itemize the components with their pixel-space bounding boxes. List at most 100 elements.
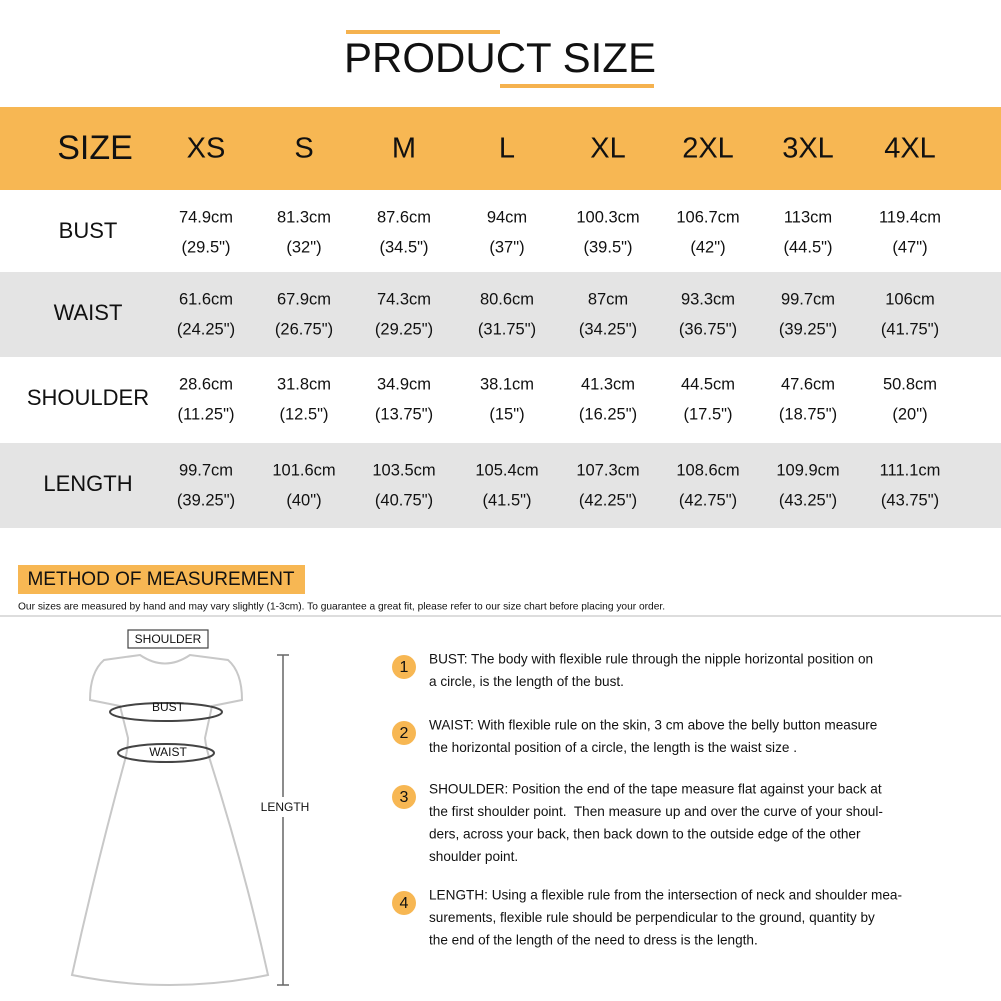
step-number: 1 [400,659,409,676]
cell-cm: 87.6cm [377,208,431,226]
step-number: 4 [400,895,409,912]
cell-inch: (42.75") [679,491,737,509]
diagram-label: BUST [152,700,185,714]
cell-inch: (29.5") [182,238,231,256]
cell-inch: (15") [489,405,524,423]
shoulder-box [127,629,209,649]
header-band [0,107,1001,190]
column-header: 2XL [682,133,734,165]
step-text: the end of the length of the need to dre… [429,933,758,948]
cell-cm: 31.8cm [277,375,331,393]
column-header: M [392,133,416,165]
step-text: BUST: The body with flexible rule throug… [429,652,873,667]
cell-inch: (12.5") [280,405,329,423]
cell-cm: 67.9cm [277,290,331,308]
step-text: WAIST: With flexible rule on the skin, 3… [429,718,877,733]
column-header: 4XL [884,133,936,165]
cell-cm: 106.7cm [676,208,739,226]
cell-inch: (42.25") [579,491,637,509]
step-number: 2 [400,725,409,742]
cell-inch: (18.75") [779,405,837,423]
cell-cm: 74.3cm [377,290,431,308]
step-text: ders, across your back, then back down t… [429,827,861,842]
cell-cm: 41.3cm [581,375,635,393]
cell-cm: 101.6cm [272,461,335,479]
cell-cm: 50.8cm [883,375,937,393]
cell-inch: (39.25") [779,320,837,338]
section-title: METHOD OF MEASUREMENT [27,569,294,590]
cell-inch: (43.75") [881,491,939,509]
cell-cm: 99.7cm [179,461,233,479]
step-text: the first shoulder point. Then measure u… [429,804,883,819]
column-header: SIZE [57,129,133,167]
waist-measure [117,743,215,763]
step-number: 3 [400,789,409,806]
column-header: L [499,133,515,165]
cell-inch: (34.25") [579,320,637,338]
cell-inch: (17.5") [684,405,733,423]
bust-measure [109,702,223,722]
length-label-bg [258,797,310,817]
cell-inch: (37") [489,238,524,256]
step-badge [392,655,416,679]
cell-cm: 47.6cm [781,375,835,393]
cell-inch: (32") [286,238,321,256]
cell-cm: 100.3cm [576,208,639,226]
cell-inch: (47") [892,238,927,256]
diagram-label: SHOULDER [135,632,202,646]
cell-inch: (36.75") [679,320,737,338]
column-header: S [294,133,313,165]
cell-inch: (24.25") [177,320,235,338]
cell-inch: (34.5") [380,238,429,256]
cell-cm: 108.6cm [676,461,739,479]
column-header: XL [590,133,625,165]
cell-inch: (20") [892,405,927,423]
cell-inch: (43.25") [779,491,837,509]
cell-cm: 28.6cm [179,375,233,393]
cell-cm: 119.4cm [879,208,941,226]
cell-cm: 106cm [885,290,935,308]
step-badge [392,721,416,745]
cell-inch: (11.25") [178,405,235,423]
cell-cm: 99.7cm [781,290,835,308]
cell-inch: (41.5") [483,491,532,509]
cell-inch: (44.5") [784,238,833,256]
page-title: PRODUCT SIZE [344,34,656,81]
cell-cm: 111.1cm [880,461,941,479]
section-note: Our sizes are measured by hand and may v… [18,602,665,613]
diagram-label: LENGTH [261,800,310,814]
step-text: LENGTH: Using a flexible rule from the i… [429,888,902,903]
section-label-bg [18,565,305,594]
cell-cm: 81.3cm [277,208,331,226]
cell-cm: 44.5cm [681,375,735,393]
cell-inch: (39.25") [177,491,235,509]
cell-inch: (13.75") [375,405,433,423]
cell-inch: (39.5") [584,238,633,256]
cell-inch: (16.25") [579,405,637,423]
cell-cm: 34.9cm [377,375,431,393]
step-text: shoulder point. [429,849,518,864]
cell-inch: (29.25") [375,320,433,338]
row-label: BUST [59,218,118,243]
cell-cm: 80.6cm [480,290,534,308]
cell-cm: 93.3cm [681,290,735,308]
cell-cm: 38.1cm [480,375,534,393]
row-band [0,443,1001,528]
cell-inch: (26.75") [275,320,333,338]
cell-cm: 103.5cm [372,461,435,479]
column-header: 3XL [782,133,834,165]
column-header: XS [187,133,226,165]
row-label: WAIST [54,300,123,325]
cell-cm: 109.9cm [776,461,839,479]
row-label: LENGTH [43,471,132,496]
diagram-label: WAIST [149,745,187,759]
step-text: a circle, is the length of the bust. [429,674,624,689]
cell-inch: (31.75") [478,320,536,338]
cell-cm: 105.4cm [475,461,538,479]
cell-cm: 74.9cm [179,208,233,226]
cell-cm: 113cm [784,208,832,226]
cell-cm: 87cm [588,290,628,308]
cell-inch: (40") [286,491,321,509]
cell-inch: (40.75") [375,491,433,509]
